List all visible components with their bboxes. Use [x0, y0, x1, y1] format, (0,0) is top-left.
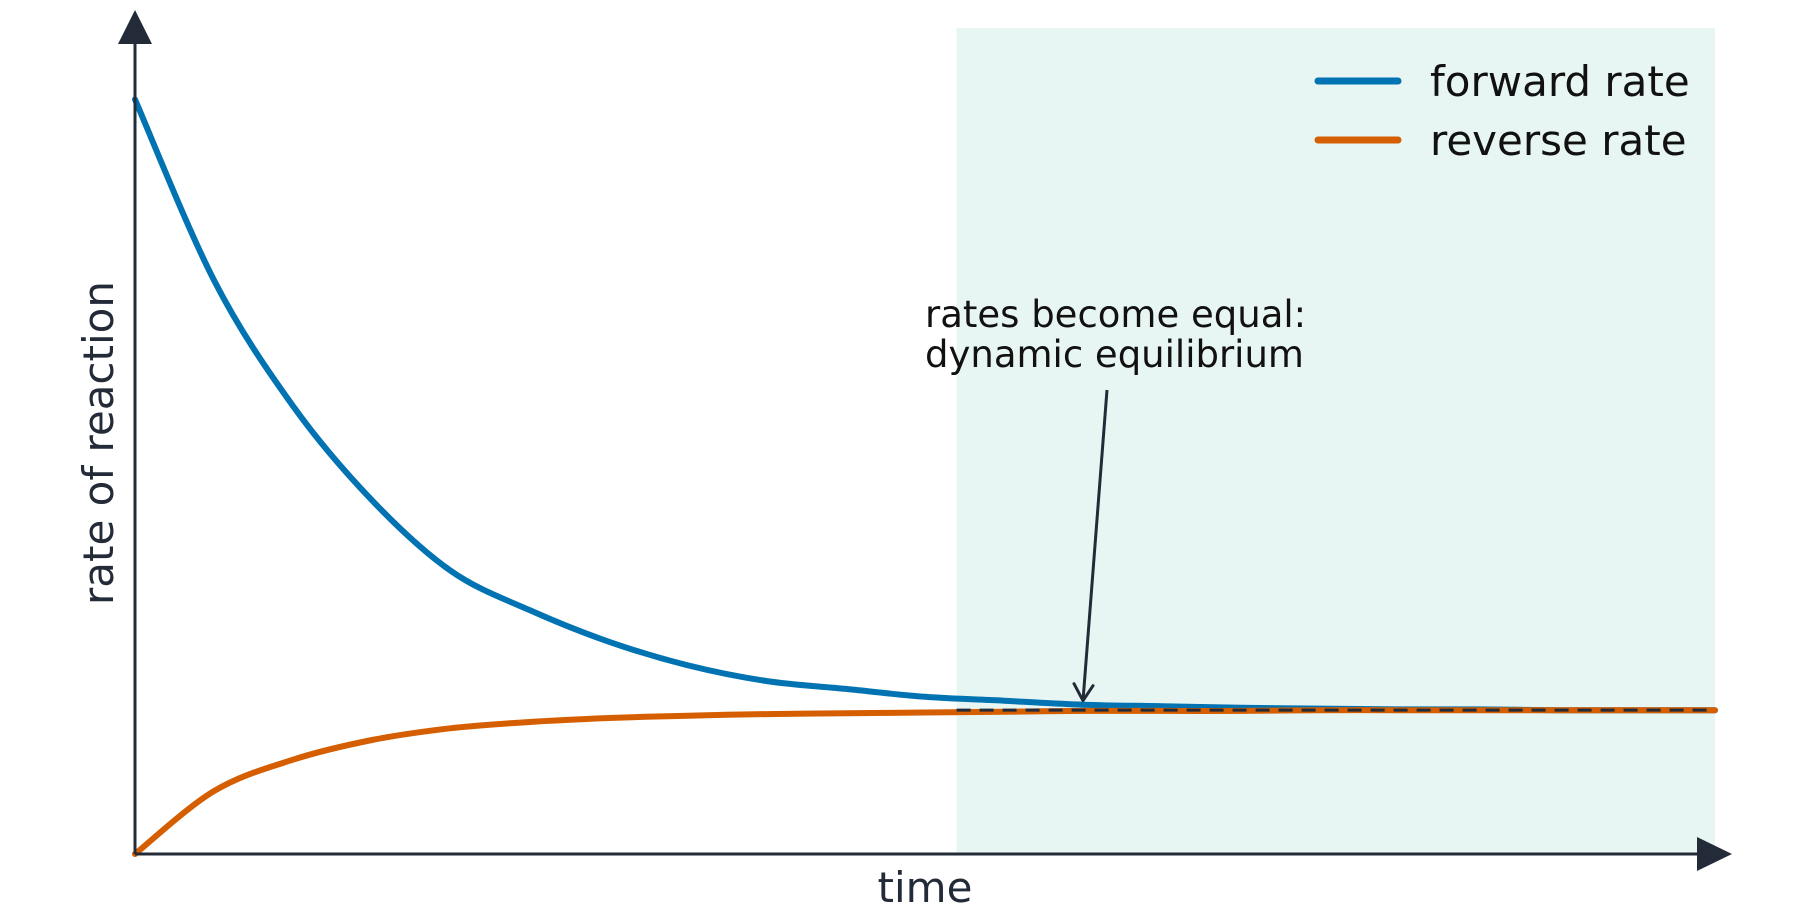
legend-label-forward-rate: forward rate	[1430, 57, 1690, 106]
x-axis-arrowhead	[1697, 837, 1732, 871]
annotation-arrow-shaft	[1081, 389, 1109, 701]
annotation-arrow-head	[1072, 682, 1095, 703]
legend-label-reverse-rate: reverse rate	[1430, 116, 1687, 165]
annotation-line-1: rates become equal:	[925, 293, 1306, 336]
equilibrium-region-shade	[956, 28, 1715, 854]
legend: forward rate reverse rate	[1314, 57, 1690, 165]
equilibrium-annotation: rates become equal: dynamic equilibrium	[925, 293, 1306, 703]
annotation-line-2: dynamic equilibrium	[925, 333, 1304, 376]
y-axis-label: rate of reaction	[74, 281, 123, 605]
x-axis-label: time	[878, 863, 973, 912]
y-axis-arrowhead	[118, 10, 152, 44]
